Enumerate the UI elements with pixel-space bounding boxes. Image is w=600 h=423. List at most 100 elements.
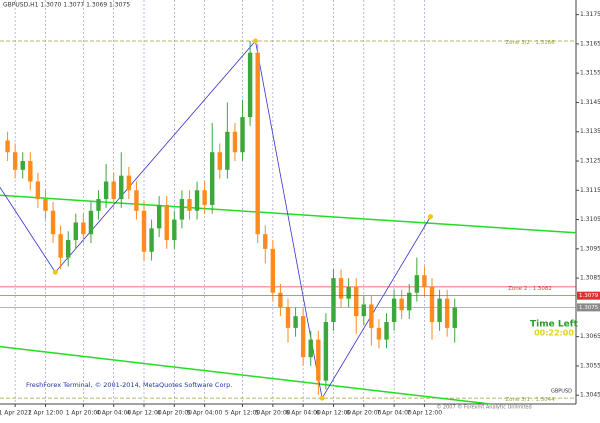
candle-body [187,199,192,211]
y-tick-label: 1.3165 [580,40,600,47]
credit: © 2007 © Forexmt Analytic Unlimited [436,404,531,411]
candle-body [164,204,169,241]
candle-body [323,322,329,381]
candle-body [316,339,321,381]
candle-body [422,275,427,287]
y-tick-label: 1.3155 [580,70,600,77]
y-tick-label: 1.3045 [580,392,600,399]
x-tick-label: 4 Apr 12:00 [126,410,161,417]
candle-body [384,322,389,340]
candle-body [285,307,291,328]
candle-body [278,292,283,308]
candle-body [263,234,268,249]
candle-body [119,175,124,200]
candle-body [12,152,18,170]
candle-body [429,286,435,323]
candle-body [346,286,351,299]
candle-body [444,298,450,328]
candle-body [58,234,63,258]
x-tick-label: 1 Apr 12:00 [28,410,63,417]
candle-body [240,117,245,153]
x-tick-label: 5 Apr 20:00 [255,410,290,417]
candle-body [391,298,397,323]
candle-body [210,152,215,205]
candle-body [66,240,71,258]
candle-body [111,181,116,200]
candle-body [28,161,33,182]
timer-label: Time Left [530,320,579,330]
y-tick-label: 1.3125 [580,158,600,165]
price-tag-box [577,303,600,312]
candle-body [96,199,101,211]
zone-label: Zone 3/2 : 1.3166 [505,40,555,46]
candle-body [35,181,41,200]
chart-title: GBPUSD,H1 1.3070 1.3077 1.3069 1.3075 [3,2,130,9]
candle-body [399,298,404,311]
zigzag-point [252,38,258,44]
y-tick-label: 1.3105 [580,216,600,223]
candle-body [308,339,313,358]
candle-body [5,140,10,153]
candle-body [452,307,457,328]
timer-value: 00:22:00 [534,329,574,338]
x-tick-label: 4 Apr 20:00 [157,410,192,417]
symbol-label: GBPUSD [551,389,572,395]
candle-body [225,131,230,170]
x-tick-label: 6 Apr 12:00 [316,410,351,417]
trendline [0,345,491,405]
candle-body [172,219,177,241]
price-tag-box [577,291,600,300]
candle-body [179,199,185,220]
x-tick-label: 6 Apr 04:00 [286,410,321,417]
x-tick-label: 4 Apr 04:00 [96,410,131,417]
footer: FreshForex Terminal, © 2001-2014, MetaQu… [26,381,232,389]
candle-body [88,210,94,235]
candle-body [217,152,222,170]
y-tick-label: 1.3055 [580,362,600,369]
x-tick-label: 1 Apr 20:00 [66,410,101,417]
x-tick-label: 6 Apr 20:00 [346,410,381,417]
price-tag-label: 1.3079 [579,293,599,299]
candle-body [202,190,207,205]
candle-body [293,316,298,328]
x-tick-label: 5 Apr 04:00 [187,410,222,417]
candle-body [232,131,238,153]
candle-body [255,52,260,235]
y-tick-label: 1.3065 [580,333,600,340]
zigzag-point [319,395,325,401]
x-tick-label: 7 Apr 12:00 [407,410,442,417]
y-tick-label: 1.3115 [580,187,600,194]
candle-body [156,204,162,229]
zigzag-point [427,214,433,220]
y-tick-label: 1.3135 [580,128,600,135]
candle-body [103,181,109,200]
x-tick-label: 7 Apr 04:00 [376,410,411,417]
candle-body [331,278,336,323]
zigzag-point [52,269,58,275]
candle-body [194,190,200,211]
candle-body [20,161,25,170]
candle-body [81,222,86,235]
candle-body [354,286,359,317]
x-tick-label: 5 Apr 12:00 [225,410,260,417]
candle-body [73,222,78,241]
y-tick-label: 1.3085 [580,275,600,282]
candle-body [247,52,253,118]
candle-body [376,327,382,340]
candle-body [437,298,442,323]
zone-label: Zone 2 : 1.3082 [508,286,552,292]
candle-body [50,210,56,235]
candle-body [149,228,154,252]
y-tick-label: 1.3145 [580,99,600,106]
candle-body [43,199,48,211]
candle-body [141,210,147,252]
candle-body [300,316,306,358]
candle-body [361,304,366,317]
candle-body [414,275,420,293]
candle-body [407,292,412,311]
candle-body [369,304,374,328]
y-tick-label: 1.3175 [580,11,600,18]
candle-body [338,278,344,299]
